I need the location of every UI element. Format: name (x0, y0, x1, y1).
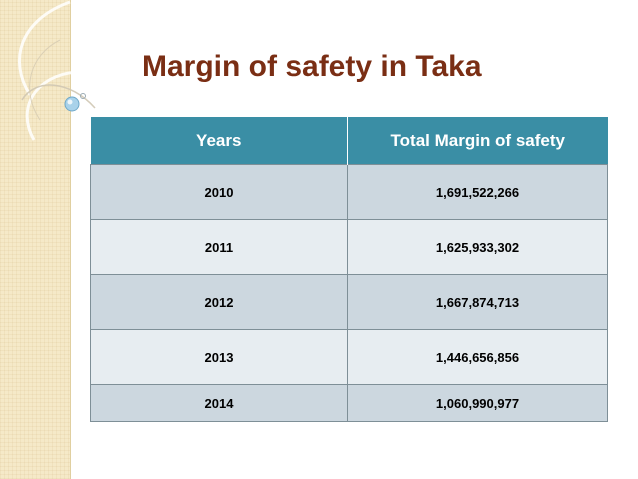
table-row: 2014 1,060,990,977 (90, 384, 608, 422)
table-header-row: Years Total Margin of safety (90, 117, 608, 165)
header-years: Years (90, 117, 348, 165)
header-total-margin: Total Margin of safety (347, 117, 608, 165)
decorative-arcs (17, 0, 96, 141)
table-row: 2011 1,625,933,302 (90, 219, 608, 275)
margin-of-safety-table: Years Total Margin of safety 2010 1,691,… (90, 117, 608, 422)
cell-value: 1,060,990,977 (347, 384, 608, 422)
cell-year: 2010 (90, 164, 348, 220)
cell-year: 2013 (90, 329, 348, 385)
cell-value: 1,625,933,302 (347, 219, 608, 275)
table-row: 2013 1,446,656,856 (90, 329, 608, 385)
small-ring-icon (80, 93, 86, 99)
cell-year: 2012 (90, 274, 348, 330)
blue-bubble-icon (64, 96, 80, 112)
cell-value: 1,446,656,856 (347, 329, 608, 385)
cell-year: 2011 (90, 219, 348, 275)
side-decoration-strip (0, 0, 71, 479)
cell-year: 2014 (90, 384, 348, 422)
cell-value: 1,691,522,266 (347, 164, 608, 220)
table-row: 2010 1,691,522,266 (90, 164, 608, 220)
cell-value: 1,667,874,713 (347, 274, 608, 330)
table-row: 2012 1,667,874,713 (90, 274, 608, 330)
slide-title: Margin of safety in Taka (142, 50, 482, 83)
